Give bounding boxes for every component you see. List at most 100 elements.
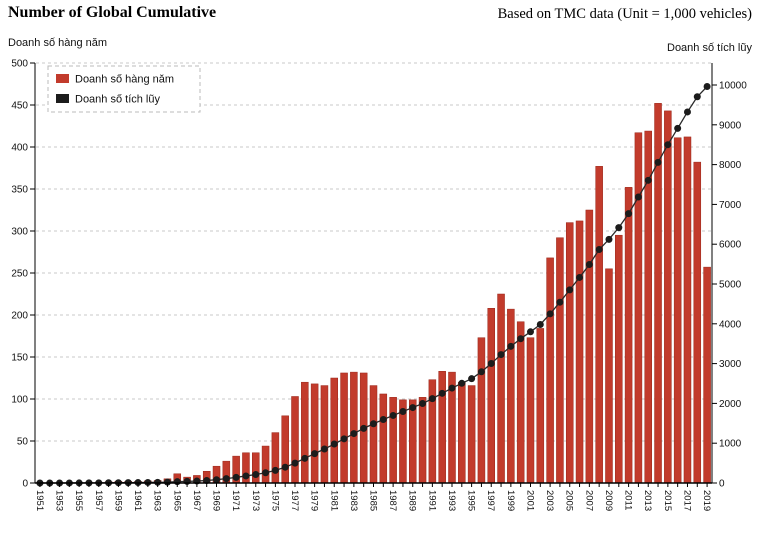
bar-1979[interactable] bbox=[310, 383, 319, 484]
cumulative-dot-2019[interactable] bbox=[703, 83, 711, 91]
bar-1975[interactable] bbox=[271, 432, 280, 484]
cumulative-dot-2002[interactable] bbox=[536, 320, 544, 328]
cumulative-dot-2010[interactable] bbox=[615, 224, 623, 232]
cumulative-dot-1989[interactable] bbox=[409, 404, 417, 412]
x-tick-label: 1977 bbox=[289, 490, 300, 511]
cumulative-dot-1964[interactable] bbox=[163, 478, 171, 486]
bar-2011[interactable] bbox=[624, 187, 633, 484]
cumulative-dot-1983[interactable] bbox=[350, 430, 358, 438]
cumulative-dot-1973[interactable] bbox=[252, 471, 260, 479]
x-tick-label: 1965 bbox=[171, 490, 182, 511]
legend-item-cumulative[interactable]: Doanh số tích lũy bbox=[56, 94, 160, 106]
cumulative-dot-2014[interactable] bbox=[654, 158, 662, 166]
bar-1997[interactable] bbox=[487, 308, 495, 484]
bar-1986[interactable] bbox=[379, 393, 388, 484]
cumulative-dot-1971[interactable] bbox=[232, 473, 240, 481]
cumulative-dot-2015[interactable] bbox=[664, 141, 672, 149]
bar-1992[interactable] bbox=[438, 371, 446, 484]
cumulative-dot-1986[interactable] bbox=[379, 416, 387, 424]
bar-1998[interactable] bbox=[497, 293, 505, 484]
cumulative-dot-1980[interactable] bbox=[320, 445, 328, 453]
cumulative-dot-1999[interactable] bbox=[507, 342, 515, 350]
cumulative-dot-2003[interactable] bbox=[546, 310, 554, 318]
bar-1981[interactable] bbox=[330, 377, 339, 484]
cumulative-dot-2009[interactable] bbox=[605, 235, 613, 243]
cumulative-dot-2012[interactable] bbox=[634, 193, 642, 201]
cumulative-dot-1993[interactable] bbox=[448, 384, 456, 392]
cumulative-dot-1970[interactable] bbox=[222, 475, 230, 483]
bar-1987[interactable] bbox=[389, 397, 397, 484]
cumulative-dot-1969[interactable] bbox=[213, 476, 221, 484]
cumulative-dot-1968[interactable] bbox=[203, 476, 211, 484]
bar-1980[interactable] bbox=[320, 385, 329, 484]
cumulative-dot-1985[interactable] bbox=[370, 420, 377, 428]
cumulative-dot-1997[interactable] bbox=[487, 360, 495, 368]
cumulative-dot-2006[interactable] bbox=[576, 273, 584, 281]
bar-1973[interactable] bbox=[252, 452, 260, 484]
bar-2005[interactable] bbox=[565, 222, 574, 484]
legend-item-annual[interactable]: Doanh số hàng năm bbox=[56, 74, 174, 86]
bar-1974[interactable] bbox=[261, 445, 270, 484]
bar-2009[interactable] bbox=[605, 268, 613, 484]
bar-2016[interactable] bbox=[673, 137, 682, 484]
bar-2012[interactable] bbox=[634, 132, 643, 484]
cumulative-dot-1987[interactable] bbox=[389, 411, 397, 419]
cumulative-dot-2000[interactable] bbox=[517, 335, 525, 343]
cumulative-dot-2007[interactable] bbox=[585, 261, 593, 269]
cumulative-dot-1978[interactable] bbox=[301, 454, 309, 462]
bar-2008[interactable] bbox=[595, 166, 603, 484]
bar-1985[interactable] bbox=[369, 385, 378, 484]
bar-2019[interactable] bbox=[703, 266, 711, 484]
bar-1996[interactable] bbox=[477, 337, 486, 484]
cumulative-dot-1996[interactable] bbox=[477, 368, 485, 376]
bar-2003[interactable] bbox=[546, 257, 554, 484]
cumulative-dot-2013[interactable] bbox=[644, 176, 652, 184]
bar-2018[interactable] bbox=[693, 161, 702, 484]
cumulative-dot-1994[interactable] bbox=[458, 379, 466, 387]
bar-2015[interactable] bbox=[664, 110, 672, 484]
bar-2000[interactable] bbox=[516, 321, 525, 484]
bar-1994[interactable] bbox=[458, 381, 466, 484]
bar-2004[interactable] bbox=[556, 237, 564, 484]
cumulative-dot-1995[interactable] bbox=[468, 375, 476, 383]
cumulative-dot-1982[interactable] bbox=[340, 435, 348, 443]
bar-1982[interactable] bbox=[340, 372, 348, 484]
cumulative-dot-2001[interactable] bbox=[526, 328, 534, 336]
cumulative-dot-1975[interactable] bbox=[271, 466, 279, 474]
bar-1976[interactable] bbox=[281, 415, 289, 484]
cumulative-dot-2008[interactable] bbox=[595, 245, 603, 253]
bar-2010[interactable] bbox=[615, 234, 623, 484]
cumulative-dot-2005[interactable] bbox=[566, 286, 574, 294]
bar-1983[interactable] bbox=[350, 371, 358, 484]
cumulative-dot-2018[interactable] bbox=[693, 93, 701, 101]
cumulative-dot-1991[interactable] bbox=[428, 395, 436, 403]
chart-canvas: 0501001502002503003504004505000100020003… bbox=[11, 59, 747, 512]
cumulative-dot-1992[interactable] bbox=[438, 389, 446, 397]
cumulative-dot-1988[interactable] bbox=[399, 408, 407, 416]
cumulative-dot-1979[interactable] bbox=[311, 450, 319, 458]
bar-1999[interactable] bbox=[507, 308, 515, 484]
bar-2006[interactable] bbox=[575, 220, 584, 484]
cumulative-dot-1976[interactable] bbox=[281, 463, 289, 471]
bar-2001[interactable] bbox=[526, 337, 535, 484]
cumulative-dot-1972[interactable] bbox=[242, 472, 250, 480]
cumulative-dot-1984[interactable] bbox=[360, 424, 368, 432]
bar-1977[interactable] bbox=[291, 396, 299, 484]
bar-2002[interactable] bbox=[536, 328, 545, 484]
cumulative-dot-1977[interactable] bbox=[291, 459, 299, 467]
cumulative-dot-1998[interactable] bbox=[497, 351, 505, 359]
bar-1990[interactable] bbox=[418, 397, 427, 484]
left-tick-label: 100 bbox=[11, 395, 28, 406]
bar-2007[interactable] bbox=[585, 209, 594, 484]
cumulative-dot-1990[interactable] bbox=[419, 400, 427, 408]
cumulative-dot-2016[interactable] bbox=[674, 124, 682, 132]
cumulative-dot-1974[interactable] bbox=[262, 469, 270, 477]
cumulative-dot-2011[interactable] bbox=[625, 210, 633, 218]
cumulative-dot-1981[interactable] bbox=[330, 440, 338, 448]
bar-1995[interactable] bbox=[467, 385, 476, 484]
bar-2017[interactable] bbox=[683, 136, 692, 484]
bar-1978[interactable] bbox=[301, 381, 309, 484]
cumulative-dot-2004[interactable] bbox=[556, 298, 564, 306]
cumulative-dot-2017[interactable] bbox=[683, 108, 691, 116]
bar-1989[interactable] bbox=[408, 399, 417, 484]
